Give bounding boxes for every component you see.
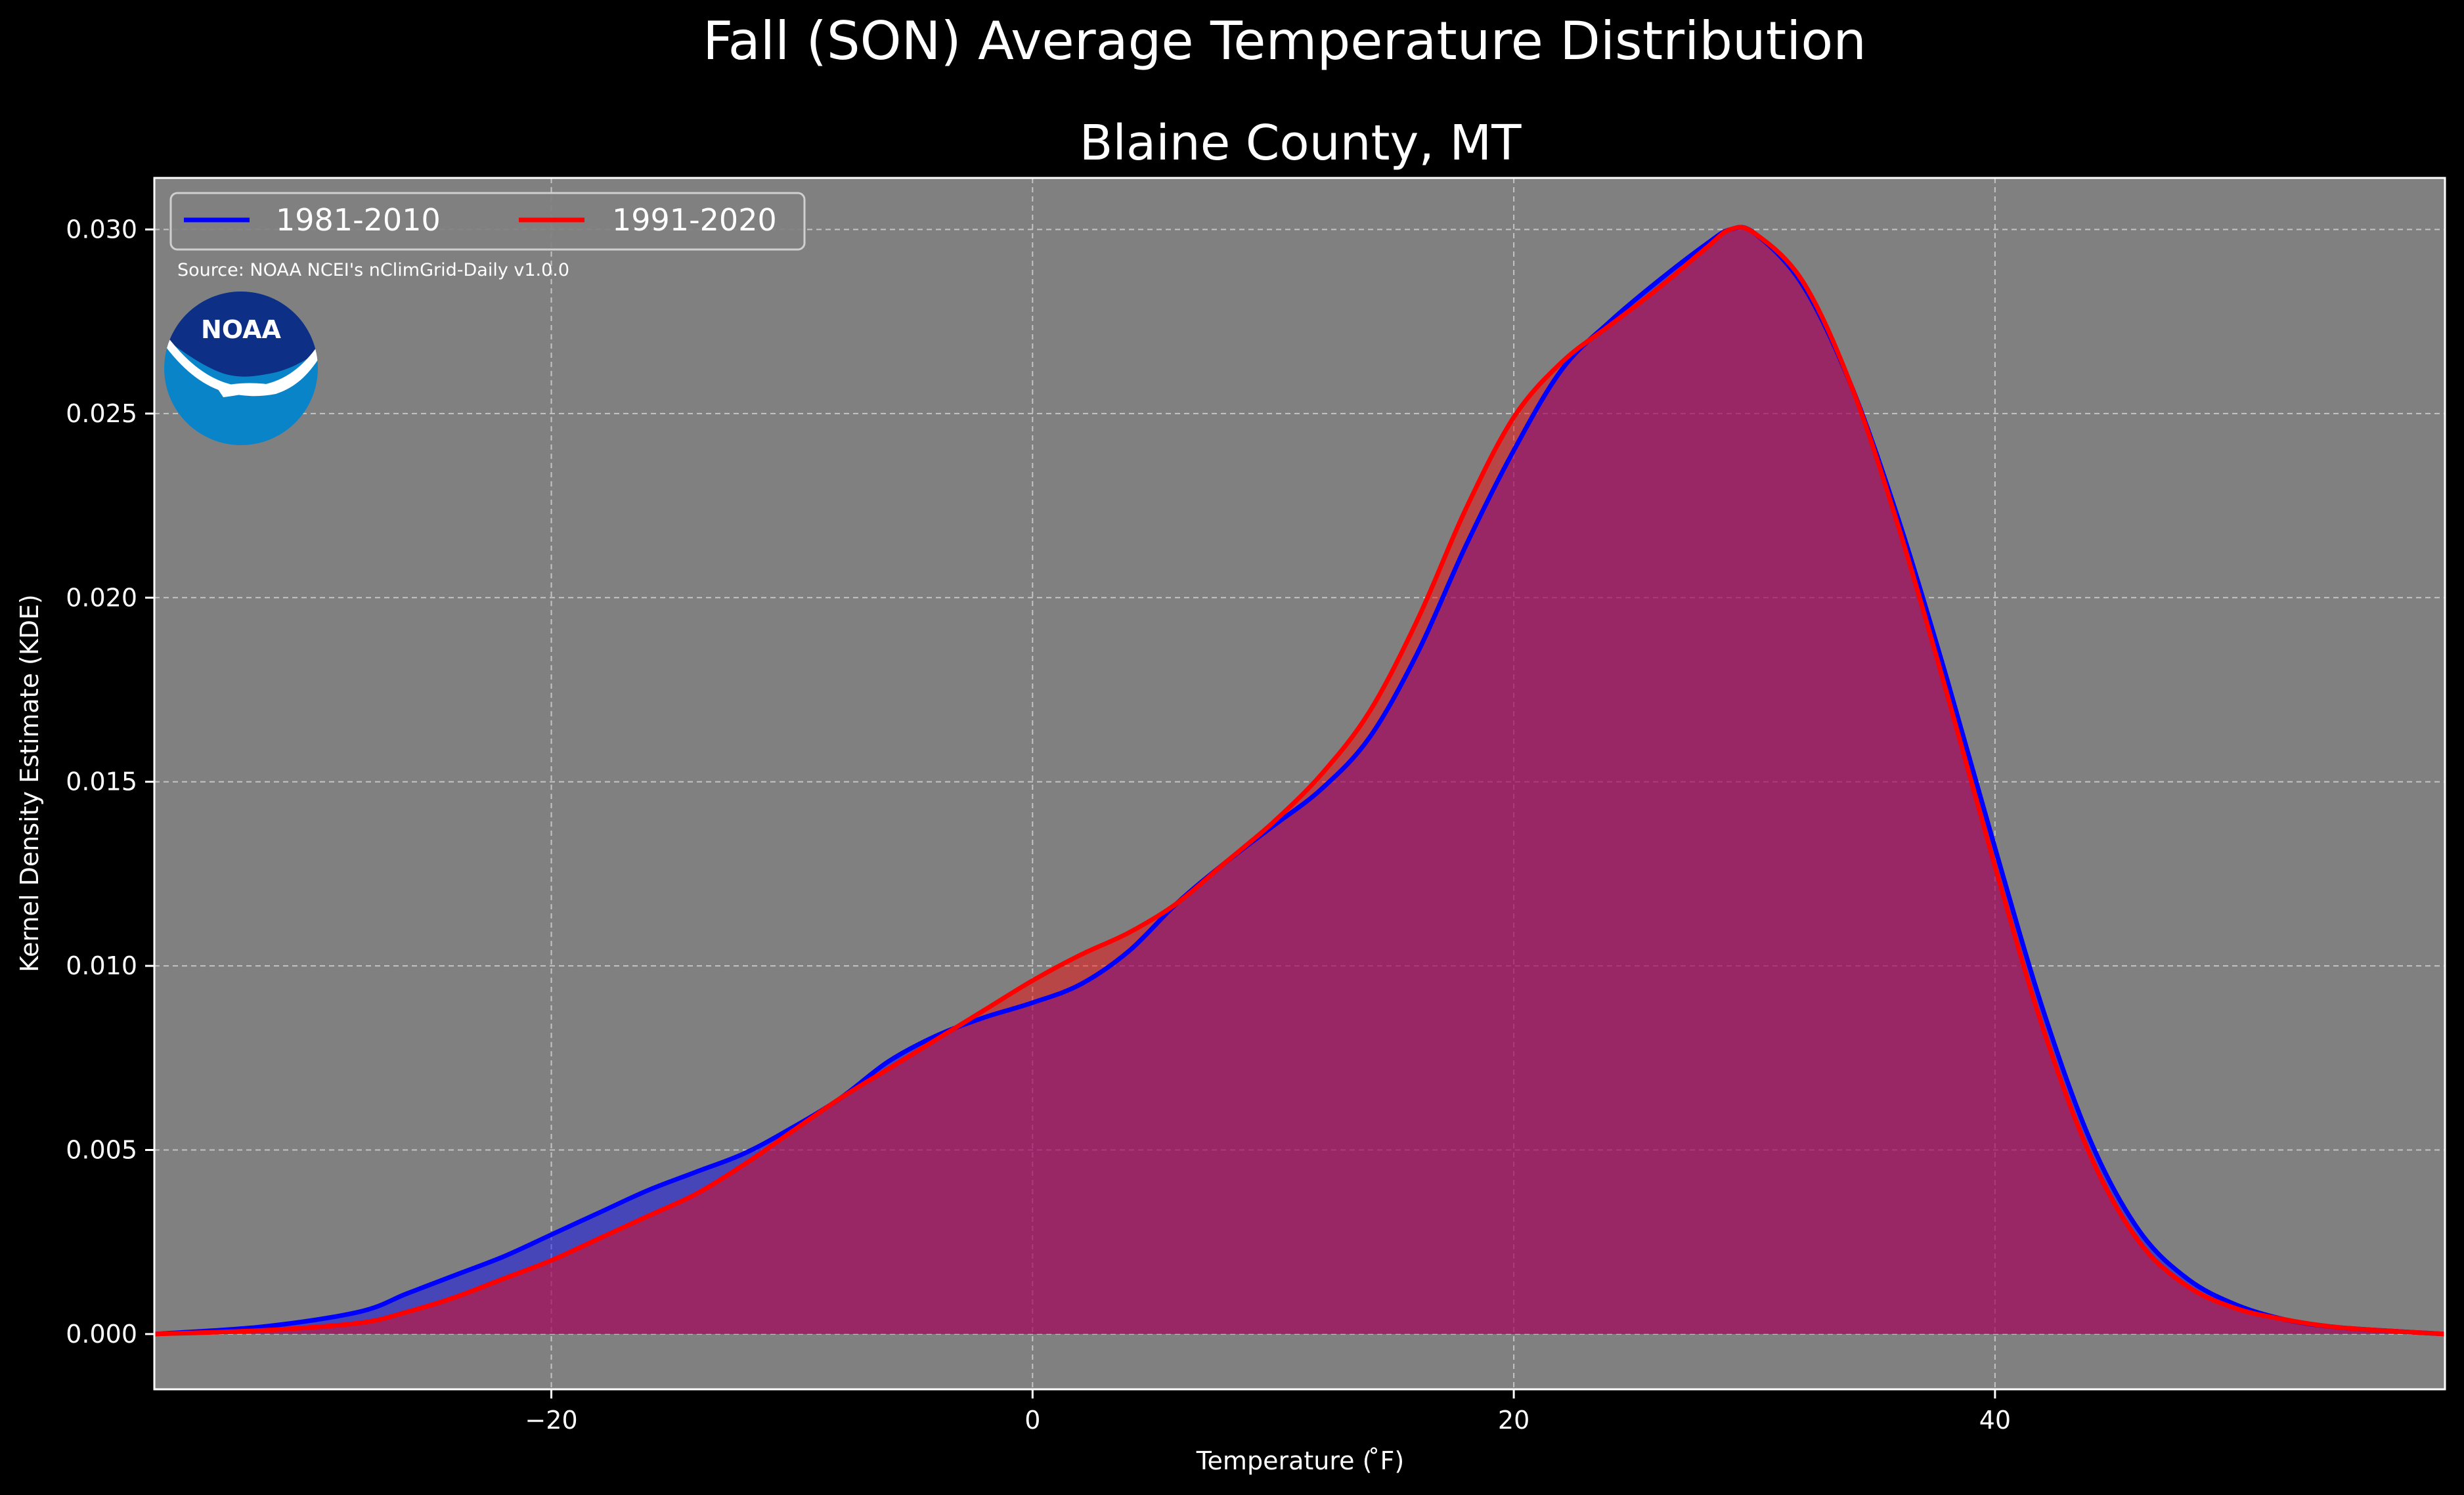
x-tick-label-0: −20 (525, 1406, 577, 1435)
x-axis-label: Temperature ( ̊F) (1196, 1446, 1404, 1475)
y-tick-label-3: 0.015 (66, 768, 137, 796)
chart-title: Blaine County, MT (1080, 115, 1522, 171)
series-fill-1991-2020 (154, 227, 2445, 1334)
legend: 1981-2010 1991-2020 (169, 192, 806, 251)
series-line-1981-2010 (154, 225, 2446, 1337)
y-tick-label-1: 0.005 (66, 1135, 137, 1164)
chart-suptitle: Fall (SON) Average Temperature Distribut… (703, 11, 1866, 72)
source-note: Source: NOAA NCEI's nClimGrid-Daily v1.0… (177, 260, 569, 280)
y-tick-label-4: 0.020 (66, 583, 137, 612)
plot-area (154, 178, 2445, 1389)
noaa-logo-text: NOAA (201, 315, 281, 344)
series-fill-1981-2010 (154, 227, 2445, 1334)
y-tick-label-6: 0.030 (66, 215, 137, 244)
plot-frame (153, 177, 2446, 1391)
x-axis-ticks: −20 0 20 40 (525, 1389, 2011, 1435)
legend-box (169, 192, 806, 251)
y-tick-label-0: 0.000 (66, 1320, 137, 1349)
series-fills (154, 227, 2445, 1334)
legend-label-1991-2020: 1991-2020 (612, 202, 777, 238)
y-tick-label-5: 0.025 (66, 399, 137, 428)
legend-label-1981-2010: 1981-2010 (276, 202, 441, 238)
x-tick-label-1: 0 (1024, 1406, 1040, 1435)
y-axis-label: Kernel Density Estimate (KDE) (15, 594, 44, 972)
noaa-logo: NOAA (164, 292, 318, 445)
series-lines (154, 225, 2446, 1337)
x-tick-label-3: 40 (1979, 1406, 2011, 1435)
y-axis-ticks: 0.000 0.005 0.010 0.015 0.020 0.025 0.030 (66, 215, 154, 1349)
y-tick-label-2: 0.010 (66, 951, 137, 980)
x-tick-label-2: 20 (1498, 1406, 1529, 1435)
series-line-1991-2020 (154, 225, 2446, 1337)
